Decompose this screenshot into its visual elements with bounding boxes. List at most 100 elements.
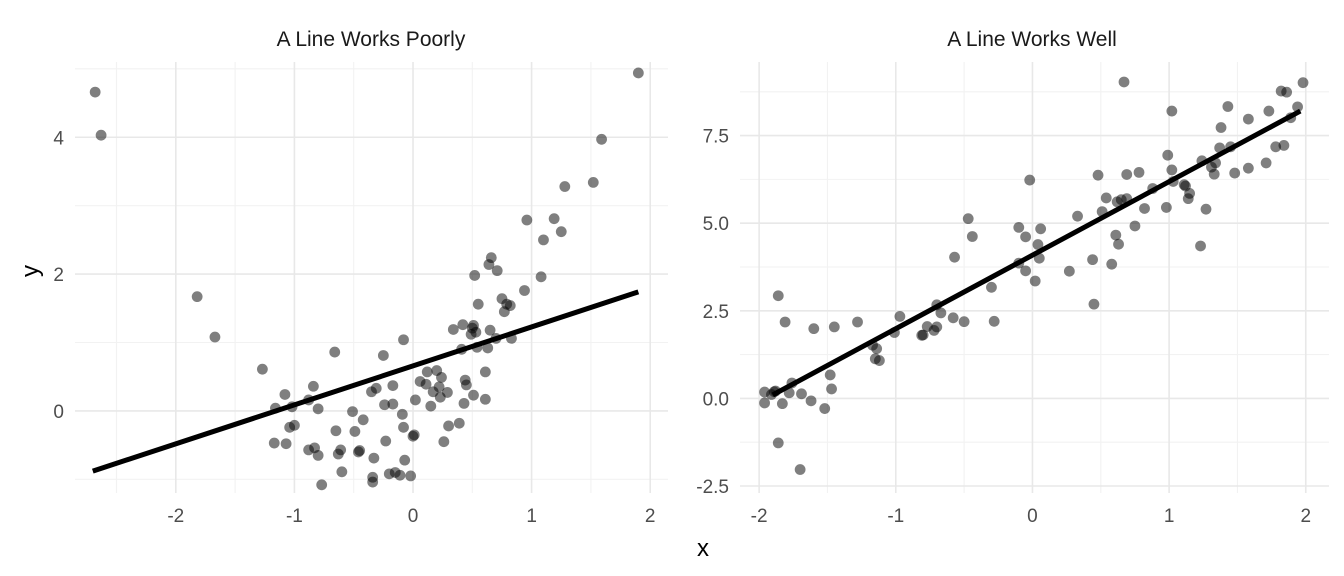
right-data-point xyxy=(1215,122,1227,133)
right-data-point xyxy=(1222,101,1234,112)
right-data-point xyxy=(1242,113,1254,125)
left-data-point xyxy=(472,298,484,310)
right-data-point xyxy=(824,369,836,381)
right-x-tick-label: -1 xyxy=(887,506,904,527)
right-data-point xyxy=(1195,240,1206,252)
left-data-point xyxy=(447,324,459,335)
right-data-point xyxy=(819,403,831,414)
left-data-point xyxy=(457,319,469,331)
left-data-point xyxy=(279,389,291,400)
right-data-point xyxy=(873,355,885,366)
right-data-point xyxy=(1013,221,1025,233)
right-data-point xyxy=(894,310,906,322)
left-data-point xyxy=(349,426,361,437)
right-points xyxy=(759,76,1309,475)
left-data-point xyxy=(268,437,280,449)
left-data-point xyxy=(380,435,392,447)
right-data-point xyxy=(1020,265,1032,277)
left-data-point xyxy=(425,400,437,412)
right-data-point xyxy=(1281,86,1293,98)
right-data-point xyxy=(1106,258,1118,270)
left-y-tick-label: 4 xyxy=(53,128,64,149)
left-data-point xyxy=(438,436,450,448)
right-data-point xyxy=(1166,105,1178,117)
right-data-point xyxy=(1184,188,1196,199)
left-data-point xyxy=(387,398,399,410)
left-data-point xyxy=(535,271,547,283)
right-data-point xyxy=(947,312,959,324)
right-data-point xyxy=(1035,223,1047,235)
left-data-point xyxy=(347,406,358,417)
left-data-point xyxy=(307,380,319,392)
right-data-point xyxy=(796,388,807,400)
left-data-point xyxy=(396,408,408,420)
left-data-point xyxy=(379,399,390,411)
left-data-point xyxy=(398,334,409,346)
right-data-point xyxy=(1297,77,1309,89)
left-data-point xyxy=(453,417,465,429)
left-tick-labels: -2 -1 0 1 2 0 2 4 xyxy=(53,128,655,527)
right-data-point xyxy=(1087,254,1098,266)
right-data-point xyxy=(1292,101,1303,113)
right-data-point xyxy=(1166,164,1178,176)
left-data-point xyxy=(559,181,571,192)
right-data-point xyxy=(1113,238,1124,250)
right-data-point xyxy=(986,281,997,293)
right-data-point xyxy=(779,316,791,328)
right-y-tick-label: 5.0 xyxy=(703,214,729,235)
right-data-point xyxy=(1032,239,1044,250)
left-data-point xyxy=(394,469,406,481)
left-data-point xyxy=(458,397,470,409)
right-data-point xyxy=(1133,166,1145,178)
left-data-point xyxy=(280,438,292,450)
right-data-point xyxy=(826,383,837,395)
left-data-point xyxy=(377,350,389,361)
right-data-point xyxy=(988,315,1000,327)
right-data-point xyxy=(1118,76,1130,88)
left-x-tick-label: 2 xyxy=(645,506,656,527)
panel-right: A Line Works Well -2 -1 0 1 2 -2.5 0.0 2.5 5.0 7.… xyxy=(696,28,1329,527)
left-data-point xyxy=(504,300,516,311)
left-data-point xyxy=(336,466,348,478)
left-data-point xyxy=(289,419,300,431)
right-y-tick-label: 0.0 xyxy=(703,389,729,410)
left-x-tick-label: 1 xyxy=(526,506,537,527)
left-data-point xyxy=(316,479,328,491)
right-data-point xyxy=(1092,169,1104,181)
left-data-point xyxy=(479,393,491,405)
right-panel-title: A Line Works Well xyxy=(947,28,1117,51)
left-x-tick-label: 0 xyxy=(408,506,419,527)
left-data-point xyxy=(89,86,101,98)
right-data-point xyxy=(852,316,863,328)
right-fit-line xyxy=(771,108,1302,398)
left-data-point xyxy=(485,252,497,264)
left-data-point xyxy=(370,382,382,394)
right-data-point xyxy=(1139,203,1150,214)
left-regression-line xyxy=(92,289,640,474)
left-data-point xyxy=(469,270,481,281)
right-data-point xyxy=(1129,220,1141,232)
right-data-point xyxy=(935,307,947,319)
right-data-point xyxy=(828,321,840,333)
left-data-point xyxy=(357,414,369,426)
right-y-tick-label: -2.5 xyxy=(696,477,729,498)
right-data-point xyxy=(962,213,974,225)
right-data-point xyxy=(1208,168,1220,180)
left-data-point xyxy=(587,177,599,188)
left-data-point xyxy=(398,421,409,433)
left-data-point xyxy=(335,444,347,456)
left-data-point xyxy=(191,291,203,303)
right-y-tick-label: 2.5 xyxy=(703,302,729,323)
left-data-point xyxy=(521,214,533,226)
right-data-point xyxy=(1260,157,1272,169)
left-data-point xyxy=(420,378,432,390)
left-y-tick-label: 0 xyxy=(53,402,64,423)
left-data-point xyxy=(538,234,549,246)
left-gridlines xyxy=(75,62,668,493)
left-data-point xyxy=(408,429,420,441)
left-data-point xyxy=(367,476,379,488)
left-data-point xyxy=(330,425,342,437)
left-data-point xyxy=(209,331,221,343)
left-data-point xyxy=(548,213,560,225)
